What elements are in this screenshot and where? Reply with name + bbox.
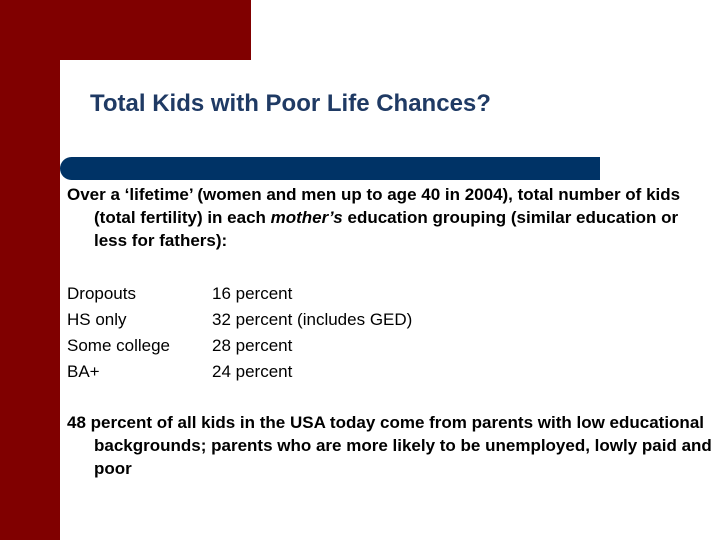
table-row: Some college 28 percent: [67, 333, 587, 359]
intro-text-end: education grouping (similar education or…: [94, 208, 679, 250]
row-category: HS only: [67, 310, 127, 329]
intro-paragraph: Over a ‘lifetime’ (women and men up to a…: [67, 183, 694, 252]
row-category: Dropouts: [67, 284, 136, 303]
intro-italic-word: mother’s: [270, 208, 343, 227]
top-decorative-band: [60, 0, 251, 60]
intro-text-start: Over a ‘lifetime’ (women and men up to a…: [67, 185, 681, 227]
education-breakdown: Dropouts 16 percent HS only 32 percent (…: [67, 281, 587, 385]
title-rule-bar: [60, 157, 600, 180]
row-category: Some college: [67, 336, 171, 355]
row-value: 28 percent: [212, 336, 293, 355]
left-decorative-band: [0, 0, 60, 540]
table-row: Dropouts 16 percent: [67, 281, 587, 307]
row-value: 24 percent: [212, 362, 293, 381]
corner-notch: [60, 60, 90, 90]
slide-title: Total Kids with Poor Life Chances?: [90, 90, 491, 117]
row-category: BA+: [67, 362, 100, 381]
summary-paragraph: 48 percent of all kids in the USA today …: [67, 413, 712, 478]
row-value: 16 percent: [212, 284, 293, 303]
table-row: HS only 32 percent (includes GED): [67, 307, 587, 333]
row-value: 32 percent (includes GED): [212, 310, 413, 329]
table-row: BA+ 24 percent: [67, 359, 587, 385]
